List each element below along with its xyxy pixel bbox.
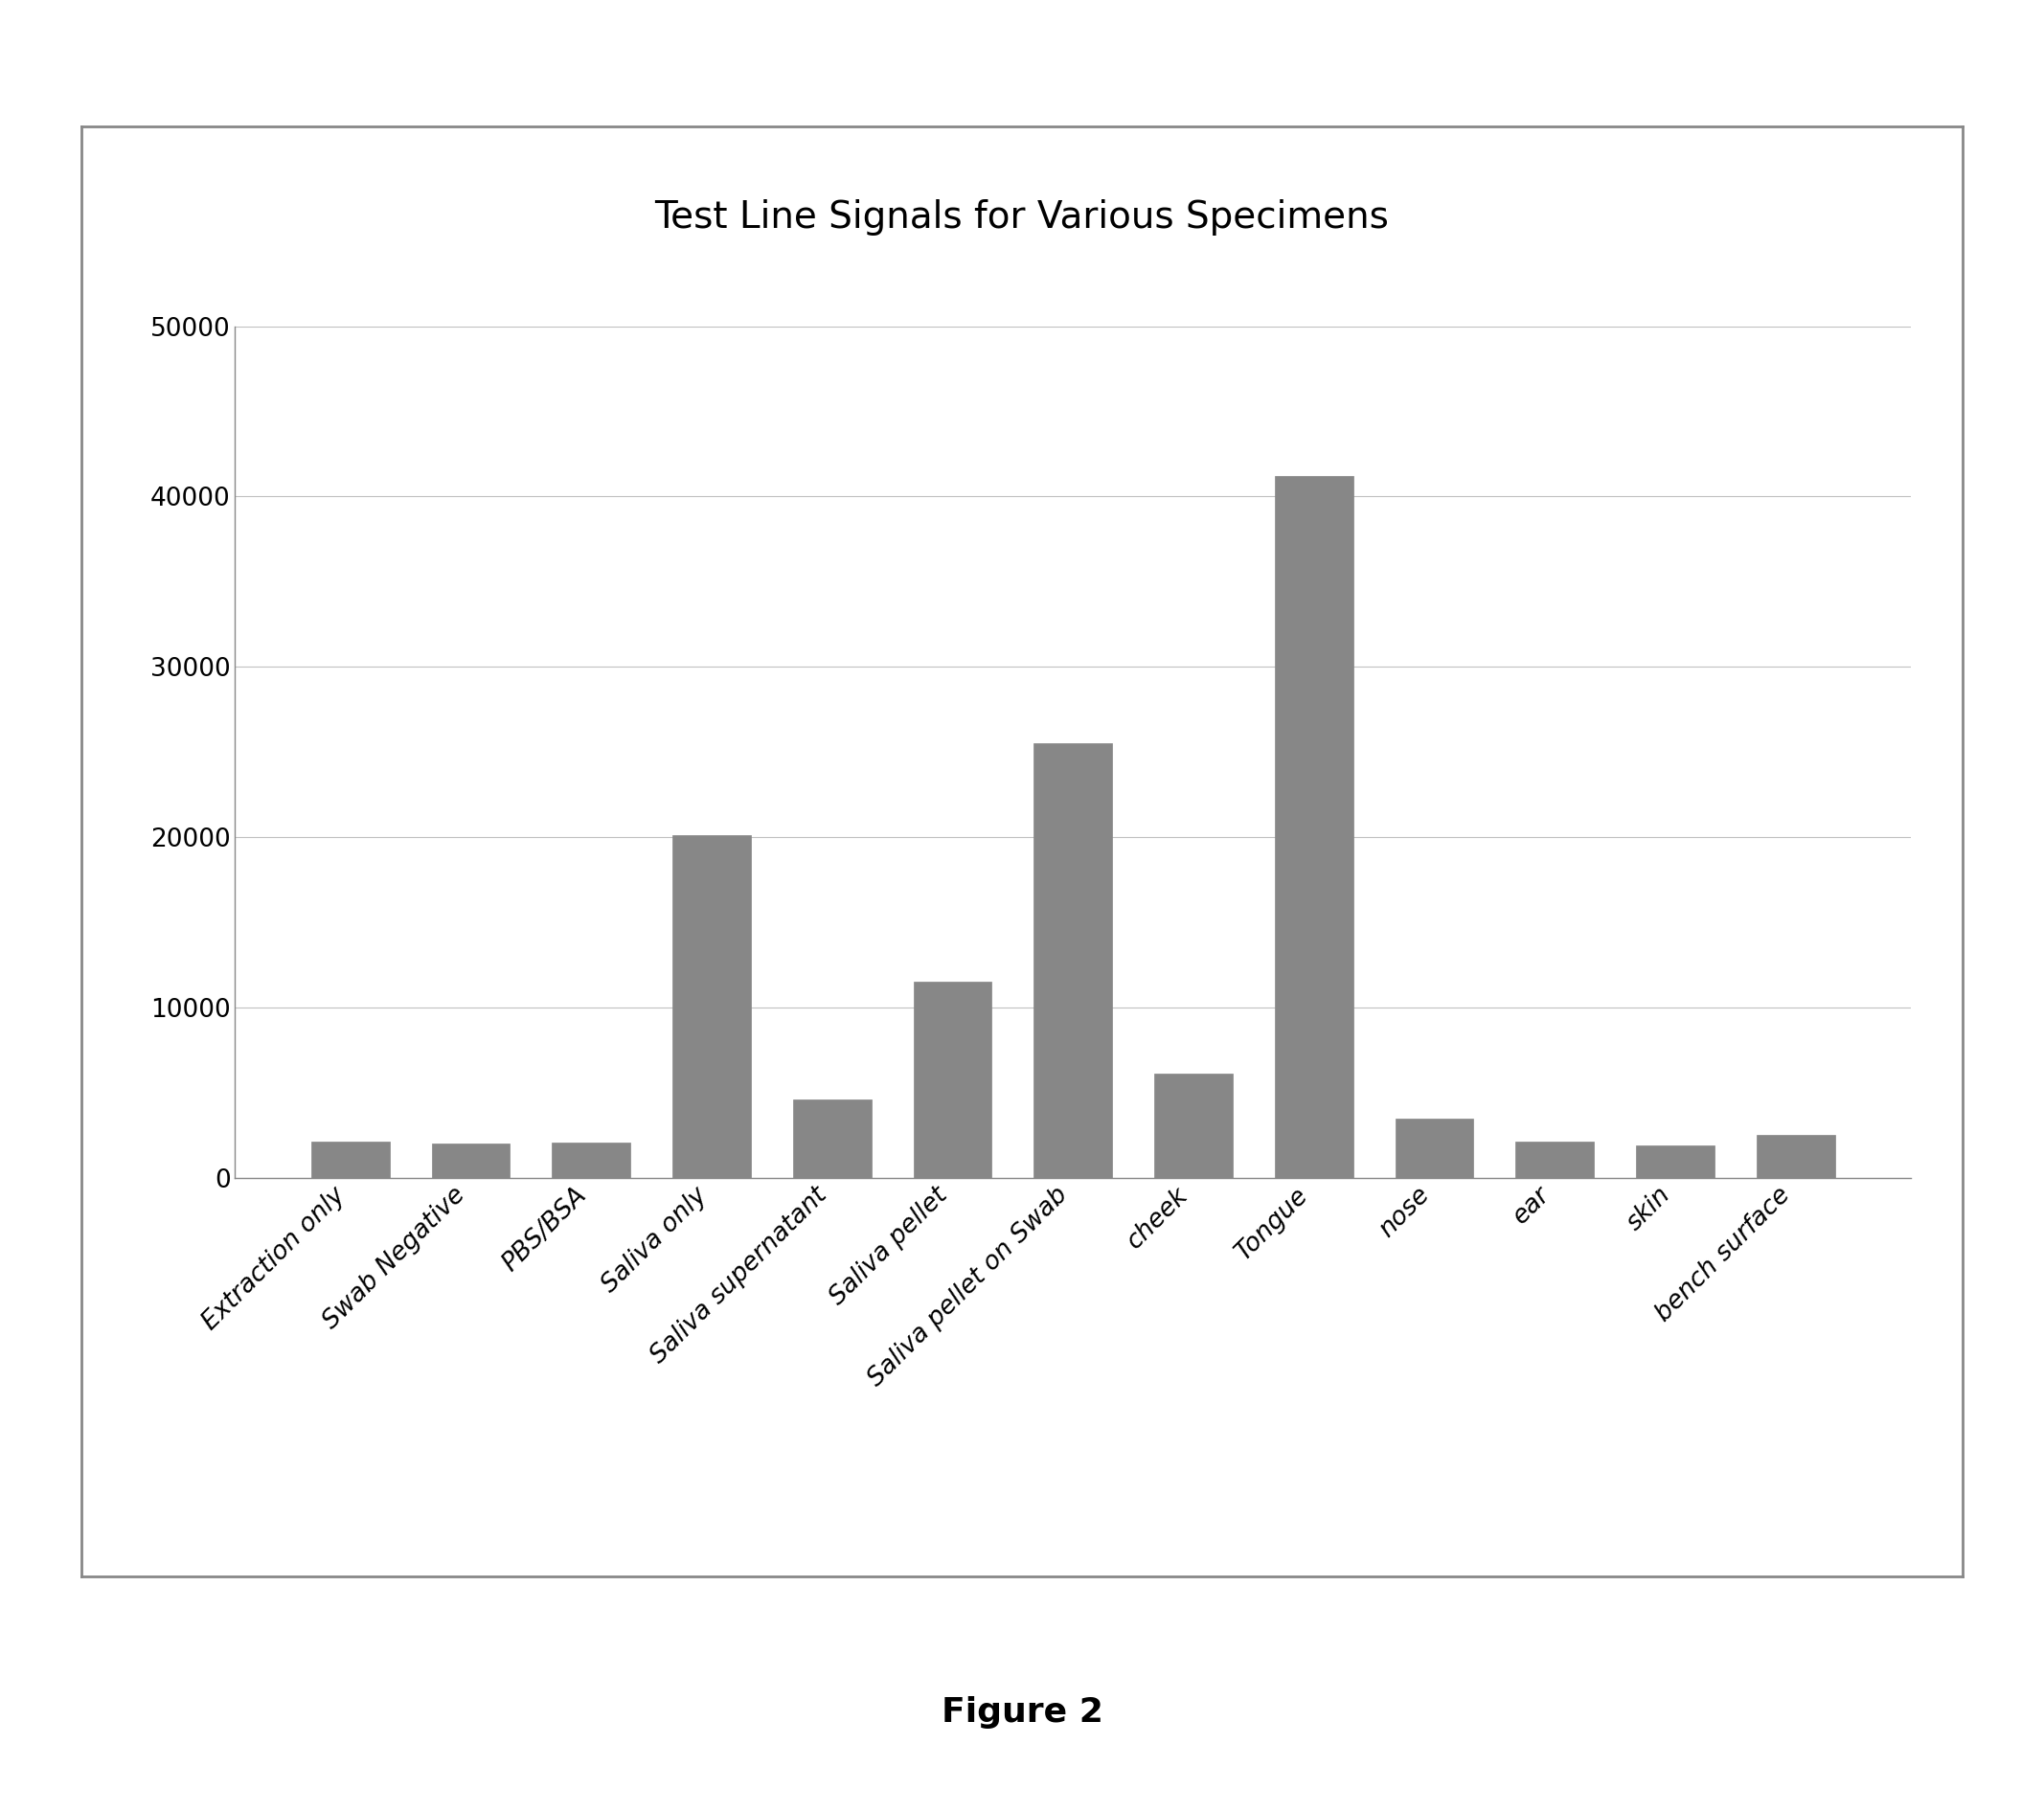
Bar bbox=[914, 982, 991, 1178]
Bar bbox=[552, 1143, 630, 1178]
Bar bbox=[672, 835, 750, 1178]
Bar bbox=[431, 1143, 511, 1178]
Text: Figure 2: Figure 2 bbox=[940, 1696, 1104, 1729]
Bar bbox=[1155, 1075, 1233, 1178]
Bar bbox=[1635, 1145, 1715, 1178]
Bar bbox=[1396, 1118, 1474, 1178]
Bar bbox=[1756, 1134, 1836, 1178]
Text: Test Line Signals for Various Specimens: Test Line Signals for Various Specimens bbox=[654, 199, 1390, 236]
Bar bbox=[1034, 743, 1112, 1178]
Bar bbox=[793, 1100, 871, 1178]
Bar bbox=[1517, 1142, 1594, 1178]
Bar bbox=[1275, 477, 1353, 1178]
Bar bbox=[311, 1142, 390, 1178]
